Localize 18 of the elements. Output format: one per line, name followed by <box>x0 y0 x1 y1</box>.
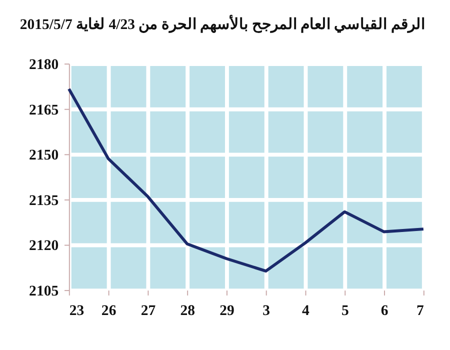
x-tick-label: 5 <box>341 303 349 320</box>
y-tick-label: 2135 <box>29 192 59 209</box>
x-tick-label: 27 <box>140 303 156 320</box>
x-tick-label: 7 <box>416 303 425 320</box>
chart-title: الرقم القياسي العام المرجح بالأسهم الحرة من 4/23 لغاية 2015/5/7 <box>20 14 425 34</box>
y-tick-label: 2120 <box>29 238 59 254</box>
x-tick-label: 23 <box>69 303 84 320</box>
x-tick-label: 4 <box>302 303 310 320</box>
x-tick-label: 26 <box>101 303 116 320</box>
x-tick-label: 28 <box>180 303 195 320</box>
y-tick-label: 2105 <box>29 283 59 300</box>
y-tick-label: 2180 <box>29 56 59 73</box>
y-tick-label: 2165 <box>29 102 59 118</box>
x-tick-label: 29 <box>220 303 234 320</box>
y-tick-label: 2150 <box>29 148 59 164</box>
x-tick-label: 3 <box>262 303 270 320</box>
x-tick-label: 6 <box>380 303 388 320</box>
line-series <box>67 87 425 273</box>
